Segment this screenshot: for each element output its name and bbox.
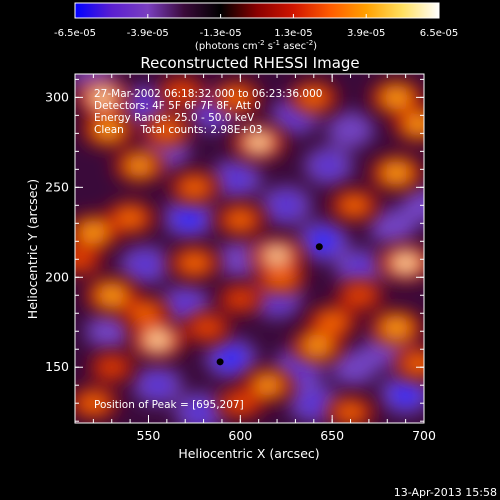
positive-core — [308, 339, 327, 352]
negative-core — [186, 401, 214, 423]
positive-core — [248, 135, 270, 150]
positive-core — [137, 308, 153, 319]
positive-core — [106, 363, 118, 371]
positive-core — [98, 123, 118, 137]
positive-core — [306, 92, 322, 103]
footer-timestamp: 13-Apr-2013 15:58 — [394, 486, 497, 499]
negative-core — [131, 95, 159, 118]
negative-core — [347, 258, 372, 278]
colorbar-ticks: -6.5e-05 -3.9e-05 -1.3e-05 1.3e-05 3.9e-05 6.… — [54, 14, 458, 39]
negative-core — [343, 358, 365, 376]
heatmap-markers — [216, 243, 323, 366]
y-tick-label: 150 — [45, 359, 69, 374]
y-tick-label: 250 — [45, 179, 69, 194]
annotation-peak: Position of Peak = [695,207] — [94, 399, 244, 411]
positive-core — [272, 271, 289, 283]
positive-core — [386, 90, 407, 104]
negative-region — [401, 187, 424, 224]
positive-core — [121, 212, 139, 224]
peak-marker — [216, 358, 224, 366]
heatmap-plot-area — [75, 74, 424, 423]
annotation-time-range: 27-Mar-2002 06:18:32.000 to 06:23:36.000 — [94, 88, 322, 100]
positive-core — [343, 407, 358, 417]
y-tick-label: 200 — [45, 269, 69, 284]
x-tick-label: 550 — [137, 428, 161, 443]
colorbar-tick-label: -6.5e-05 — [54, 28, 96, 39]
positive-core — [394, 255, 417, 271]
annotation-energy: Energy Range: 25.0 - 50.0 keV — [94, 112, 255, 124]
negative-core — [230, 250, 251, 268]
positive-core — [409, 118, 424, 131]
positive-core — [186, 257, 203, 269]
positive-core — [85, 398, 102, 409]
positive-core — [386, 166, 407, 180]
plot-frame — [74, 73, 425, 424]
y-axis-label: Heliocentric Y (arcsec) — [25, 179, 40, 319]
x-tick-label: 700 — [412, 428, 436, 443]
positive-core — [200, 323, 214, 333]
negative-core — [174, 205, 204, 230]
positive-core — [101, 288, 122, 302]
x-axis-ticks: 550 600 650 700 — [74, 74, 436, 443]
x-tick-label: 600 — [228, 428, 252, 443]
chart-title: Reconstructed RHESSI Image — [140, 54, 359, 72]
positive-core — [259, 379, 277, 392]
negative-core — [308, 229, 338, 254]
x-tick-label: 650 — [320, 428, 344, 443]
positive-core — [228, 92, 245, 103]
positive-core — [410, 358, 424, 369]
negative-core — [316, 156, 341, 176]
positive-core — [186, 182, 203, 193]
positive-core — [232, 214, 249, 225]
colorbar-tick-label: 1.3e-05 — [274, 28, 312, 39]
negative-core — [158, 144, 176, 159]
negative-core — [132, 254, 158, 275]
positive-core — [75, 254, 86, 264]
y-axis-ticks: 150 200 250 300 — [45, 78, 424, 422]
negative-core — [273, 194, 300, 217]
positive-core — [234, 295, 246, 303]
colorbar-tick-label: -3.9e-05 — [127, 28, 169, 39]
y-tick-label: 300 — [45, 89, 69, 104]
positive-core — [130, 159, 149, 172]
negative-core — [285, 356, 313, 378]
positive-core — [83, 225, 104, 239]
negative-core — [300, 392, 328, 414]
annotation-detectors: Detectors: 4F 5F 6F 7F 8F, Att 0 — [94, 100, 261, 112]
positive-core — [266, 248, 288, 263]
negative-core — [223, 167, 250, 190]
positive-core — [159, 124, 175, 135]
negative-core — [145, 375, 171, 396]
negative-core — [99, 324, 117, 339]
heatmap-positive-layer — [75, 76, 424, 423]
negative-core — [382, 218, 404, 236]
positive-core — [353, 290, 367, 300]
negative-core — [391, 382, 420, 406]
positive-core — [92, 90, 114, 105]
positive-core — [386, 321, 407, 335]
annotation-clean: Clean Total counts: 2.98E+03 — [94, 124, 263, 136]
colorbar-tick-label: 6.5e-05 — [420, 28, 458, 39]
negative-core — [415, 198, 424, 213]
colorbar-units: (photons cm-2 s-1 asec-2) — [195, 39, 317, 52]
colorbar — [74, 2, 440, 19]
negative-core — [264, 288, 290, 310]
colorbar-tick-label: -1.3e-05 — [200, 28, 242, 39]
negative-core — [216, 346, 246, 371]
negative-core — [340, 121, 361, 139]
x-axis-label: Heliocentric X (arcsec) — [178, 446, 319, 461]
colorbar-tick-label: 3.9e-05 — [347, 28, 385, 39]
positive-core — [323, 316, 341, 328]
positive-core — [146, 332, 169, 348]
positive-core — [174, 87, 189, 97]
negative-core — [173, 294, 197, 314]
annotation-block: 27-Mar-2002 06:18:32.000 to 06:23:36.000… — [94, 88, 322, 411]
positive-core — [346, 200, 362, 211]
positive-core — [233, 398, 247, 408]
peak-marker — [315, 243, 323, 251]
